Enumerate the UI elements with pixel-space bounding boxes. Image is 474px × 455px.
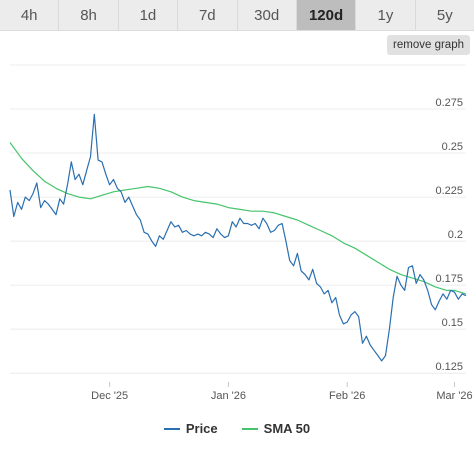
chart-legend: Price SMA 50 (0, 421, 474, 436)
tab-7d[interactable]: 7d (178, 0, 238, 30)
x-tick-label: Mar '26 (436, 390, 472, 402)
tab-1d[interactable]: 1d (119, 0, 179, 30)
tab-30d[interactable]: 30d (238, 0, 297, 30)
y-tick-label: 0.225 (435, 185, 463, 197)
y-tick-label: 0.25 (442, 141, 463, 153)
legend-price[interactable]: Price (163, 421, 218, 436)
y-axis-labels: 0.275 0.25 0.225 0.2 0.175 0.15 0.125 (435, 97, 463, 373)
tab-8h[interactable]: 8h (59, 0, 119, 30)
sma-line-swatch (241, 427, 258, 430)
y-tick-label: 0.2 (448, 229, 463, 241)
price-line-swatch (163, 427, 180, 430)
price-series-line (9, 113, 467, 362)
y-tick-label: 0.175 (435, 273, 463, 285)
x-tick-label: Dec '25 (91, 390, 128, 402)
x-axis-labels: Dec '25 Jan '26 Feb '26 Mar '26 (91, 390, 473, 402)
legend-sma[interactable]: SMA 50 (241, 421, 311, 436)
remove-graph-button[interactable]: remove graph (387, 35, 470, 55)
y-tick-label: 0.125 (435, 361, 463, 373)
y-tick-label: 0.275 (435, 97, 463, 109)
y-tick-label: 0.15 (442, 317, 463, 329)
tab-4h[interactable]: 4h (0, 0, 60, 30)
x-tick-label: Feb '26 (329, 390, 365, 402)
tab-5y[interactable]: 5y (436, 6, 453, 24)
time-range-tabs: 4h 8h 1d 7d 30d 120d 1y 5y (0, 0, 474, 31)
legend-price-label: Price (185, 421, 218, 436)
x-tick-label: Jan '26 (211, 390, 246, 402)
chart-series (9, 113, 467, 362)
chart-grid (10, 108, 466, 387)
tab-120d[interactable]: 120d (296, 0, 357, 30)
legend-sma-label: SMA 50 (263, 421, 311, 436)
tab-1y[interactable]: 1y (356, 0, 416, 30)
sma-50-series-line (9, 142, 467, 295)
